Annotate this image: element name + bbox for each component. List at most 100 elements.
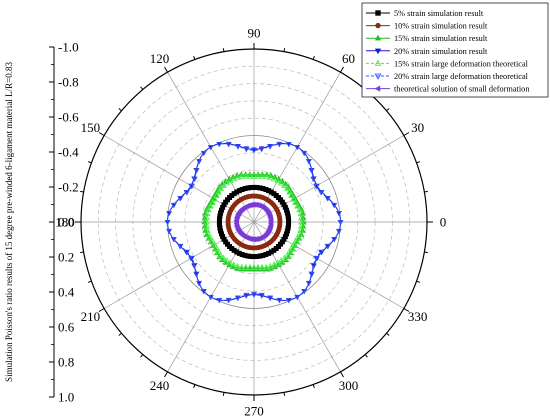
angle-label: 30 [411, 120, 424, 135]
angle-label: 120 [150, 51, 170, 66]
angular-tick [98, 132, 105, 136]
data-point [251, 291, 257, 298]
data-point [285, 297, 292, 304]
radial-tick-label: 0.8 [58, 355, 74, 370]
data-point [234, 144, 241, 150]
data-point [213, 244, 220, 251]
legend-label: 15% strain simulation result [394, 34, 488, 43]
data-point [254, 172, 262, 179]
angle-label: 180 [55, 215, 75, 230]
legend-label: 20% strain large deformation theoretical [394, 72, 529, 81]
data-point [184, 190, 190, 196]
grid-spoke [253, 221, 404, 309]
angular-tick [222, 48, 225, 52]
angle-label-layer: 0 30 60 90 120 150 180 210 240 270 300 330 [55, 26, 446, 417]
data-point [188, 184, 195, 190]
data-point [337, 219, 344, 226]
data-point [177, 243, 184, 250]
radial-tick-label: -0.8 [58, 75, 79, 90]
data-point [193, 271, 200, 278]
data-point [206, 234, 214, 241]
data-point [284, 251, 291, 258]
data-point [305, 280, 312, 287]
legend-marker [374, 85, 381, 92]
radial-axis-title: Simulation Poisson's ratio results of 15… [4, 62, 14, 382]
data-point [292, 237, 299, 244]
data-point [296, 205, 304, 213]
data-point [318, 190, 324, 196]
series-line [205, 175, 303, 269]
legend-entry: 20% strain large deformation theoretical [366, 72, 529, 81]
data-point [281, 254, 288, 261]
frame-layer [75, 43, 433, 401]
data-point [166, 211, 173, 217]
data-point [238, 263, 246, 271]
data-point [254, 263, 262, 271]
data-point [313, 255, 320, 262]
data-point [276, 142, 283, 148]
legend-label: 15% strain large deformation theoretical [394, 59, 529, 68]
data-point [297, 214, 305, 221]
angle-label: 0 [440, 215, 447, 230]
angular-tick [416, 161, 421, 164]
angle-label: 150 [81, 120, 101, 135]
data-point [234, 295, 241, 301]
data-point [225, 297, 232, 304]
data-point [211, 241, 218, 248]
legend-label: 20% strain simulation result [394, 47, 488, 56]
data-point [213, 191, 220, 199]
legend: 5% strain simulation result 10% strain si… [361, 2, 549, 98]
data-point [217, 184, 224, 191]
data-point [290, 195, 297, 202]
angular-tick [222, 392, 225, 396]
data-point [204, 230, 212, 237]
radial-tick-label: 0.6 [58, 320, 75, 335]
data-point [166, 228, 173, 235]
data-point [294, 294, 301, 301]
radial-axis: Simulation Poisson's ratio results of 15… [4, 40, 79, 405]
radial-tick-label: 0.2 [58, 250, 74, 265]
data-point [250, 172, 258, 179]
radial-tick-label: -1.0 [58, 40, 79, 55]
data-point [262, 263, 270, 271]
angular-tick [312, 55, 315, 60]
data-point [285, 222, 291, 228]
radial-tick-label: 0.4 [58, 285, 75, 300]
data-point [297, 226, 305, 233]
data-point [290, 241, 297, 248]
radial-tick-label: -0.4 [58, 145, 79, 160]
radial-tick-label: 1.0 [58, 390, 74, 405]
data-point [296, 230, 304, 237]
data-point [226, 259, 234, 266]
legend-entry: 10% strain simulation result [366, 22, 488, 31]
angle-label: 330 [408, 309, 428, 324]
data-point [215, 188, 222, 195]
data-point [324, 196, 331, 202]
data-point [200, 289, 207, 295]
data-point [258, 263, 266, 271]
data-point [301, 289, 308, 295]
grid-spoke [104, 135, 255, 223]
data-point [217, 251, 224, 258]
legend-marker [374, 73, 382, 80]
legend-entry: theoretical solution of small deformatio… [366, 85, 530, 94]
data-point [335, 228, 342, 235]
angular-tick [340, 66, 344, 73]
data-point [170, 202, 177, 209]
data-point [243, 292, 250, 299]
data-point [216, 297, 223, 304]
data-point [335, 211, 342, 217]
angular-tick [118, 332, 122, 336]
angular-tick [164, 371, 168, 378]
data-point [294, 145, 301, 151]
data-point [246, 172, 254, 179]
angular-tick [386, 108, 390, 112]
data-point [238, 172, 246, 179]
radial-tick-label: 0.0 [58, 215, 74, 230]
angular-tick [118, 108, 122, 112]
legend-marker [375, 22, 381, 29]
data-point [177, 196, 184, 202]
data-point [223, 257, 231, 264]
legend-box [361, 2, 549, 98]
legend-marker [374, 48, 382, 55]
